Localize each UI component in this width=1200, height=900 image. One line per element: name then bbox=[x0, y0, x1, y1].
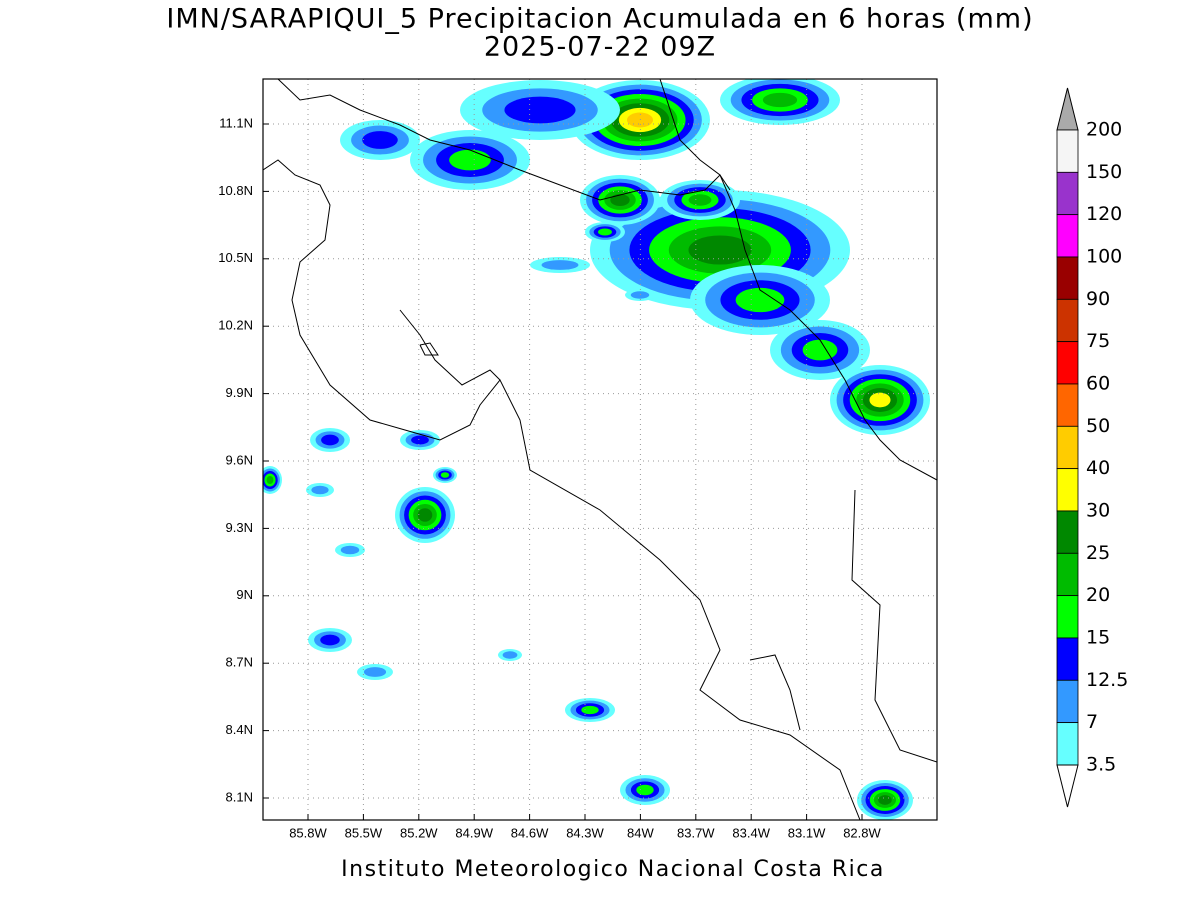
rain-area bbox=[362, 131, 398, 149]
colorbar-box bbox=[1056, 383, 1079, 427]
lon-tick-label: 82.8W bbox=[843, 825, 881, 840]
rain-area bbox=[636, 784, 654, 796]
rain-area bbox=[735, 287, 785, 313]
subtitle: 2025-07-22 09Z bbox=[484, 32, 716, 63]
footer-credit: Instituto Meteorologico Nacional Costa R… bbox=[341, 857, 885, 882]
colorbar-label: 150 bbox=[1086, 161, 1122, 183]
lon-tick-label: 84.9W bbox=[455, 825, 493, 840]
colorbar-label: 120 bbox=[1086, 203, 1122, 225]
rain-area bbox=[878, 795, 892, 805]
lat-tick-label: 11.1N bbox=[219, 115, 253, 130]
colorbar-box bbox=[1056, 341, 1079, 385]
lon-tick-label: 83.4W bbox=[732, 825, 770, 840]
rain-area bbox=[502, 651, 518, 659]
rain-area bbox=[869, 392, 891, 408]
lat-tick-label: 8.4N bbox=[226, 722, 253, 737]
rain-area bbox=[440, 472, 450, 478]
title: IMN/SARAPIQUI_5 Precipitacion Acumulada … bbox=[166, 4, 1033, 35]
colorbar-box bbox=[1056, 425, 1079, 470]
lat-tick-label: 9.9N bbox=[226, 385, 253, 400]
colorbar-label: 3.5 bbox=[1086, 753, 1116, 775]
coastlines bbox=[263, 79, 937, 820]
lon-tick-label: 84.6W bbox=[511, 825, 549, 840]
lat-tick-label: 9.6N bbox=[226, 452, 253, 467]
lat-tick-label: 10.5N bbox=[218, 250, 253, 265]
rain-area bbox=[688, 194, 712, 206]
rain-area bbox=[598, 228, 612, 236]
rain-area bbox=[411, 435, 429, 445]
colorbar-box bbox=[1056, 298, 1079, 343]
map bbox=[263, 79, 937, 820]
colorbar-label: 60 bbox=[1086, 372, 1110, 394]
colorbar-label: 90 bbox=[1086, 288, 1110, 310]
lat-tick-label: 10.2N bbox=[218, 318, 253, 333]
rain-area bbox=[610, 193, 630, 207]
colorbar-label: 40 bbox=[1086, 457, 1110, 479]
colorbar-box bbox=[1056, 510, 1079, 554]
colorbar-box bbox=[1056, 637, 1079, 681]
lat-tick-label: 10.8N bbox=[218, 183, 253, 198]
rain-area bbox=[321, 434, 339, 446]
colorbar-box bbox=[1056, 256, 1079, 300]
colorbar-label: 25 bbox=[1086, 542, 1110, 564]
colorbar-box bbox=[1056, 722, 1079, 766]
colorbar-label: 15 bbox=[1086, 626, 1110, 648]
colorbar-label: 75 bbox=[1086, 330, 1110, 352]
colorbar-label: 50 bbox=[1086, 415, 1110, 437]
lat-tick-label: 9.3N bbox=[226, 520, 253, 535]
colorbar-label: 30 bbox=[1086, 499, 1110, 521]
colorbar-over bbox=[1056, 87, 1079, 131]
lat-tick-label: 8.7N bbox=[226, 655, 253, 670]
lon-tick-label: 83.1W bbox=[788, 825, 826, 840]
rain-area bbox=[320, 634, 340, 646]
axis-ticks: 11.1N 10.8N 10.5N 10.2N 9.9N 9.6N 9.3N 9N 8.7N 8.… bbox=[218, 115, 881, 840]
colorbar-label: 7 bbox=[1086, 711, 1098, 733]
colorbar-label: 200 bbox=[1086, 119, 1122, 141]
rain-area bbox=[449, 149, 491, 171]
colorbar-label: 20 bbox=[1086, 584, 1110, 606]
lon-tick-label: 84W bbox=[627, 825, 654, 840]
lon-tick-label: 84.3W bbox=[566, 825, 604, 840]
lon-tick-label: 85.5W bbox=[345, 825, 383, 840]
rain-area bbox=[762, 92, 798, 108]
lon-tick-label: 83.7W bbox=[677, 825, 715, 840]
colorbar-under bbox=[1056, 764, 1079, 808]
grid bbox=[263, 79, 937, 820]
colorbar-box bbox=[1056, 595, 1079, 639]
rain-area bbox=[266, 476, 274, 484]
rain-area bbox=[311, 485, 329, 495]
colorbar-box bbox=[1056, 214, 1079, 258]
rain-area bbox=[541, 260, 579, 270]
rain-area bbox=[340, 545, 360, 555]
colorbar-box bbox=[1056, 129, 1079, 173]
rain-area bbox=[363, 667, 387, 677]
rain-area bbox=[417, 508, 433, 522]
colorbar-box bbox=[1056, 468, 1079, 512]
rain-area bbox=[688, 235, 752, 265]
map-frame bbox=[262, 78, 938, 821]
lon-tick-label: 85.8W bbox=[289, 825, 327, 840]
colorbar-box bbox=[1056, 552, 1079, 597]
rain-area bbox=[504, 96, 576, 124]
lat-tick-label: 9N bbox=[236, 587, 253, 602]
rain-area bbox=[581, 705, 599, 715]
colorbar-label: 12.5 bbox=[1086, 669, 1128, 691]
lat-tick-label: 8.1N bbox=[226, 789, 253, 804]
rain-area bbox=[802, 339, 838, 361]
precipitation bbox=[263, 79, 930, 820]
colorbar-label: 100 bbox=[1086, 245, 1122, 267]
colorbar-box bbox=[1056, 679, 1079, 724]
colorbar: 200 150 120 100 90 75 60 50 40 30 25 20 15 12.5 7 3.5 bbox=[1056, 87, 1128, 808]
colorbar-box bbox=[1056, 171, 1079, 216]
lon-tick-label: 85.2W bbox=[400, 825, 438, 840]
